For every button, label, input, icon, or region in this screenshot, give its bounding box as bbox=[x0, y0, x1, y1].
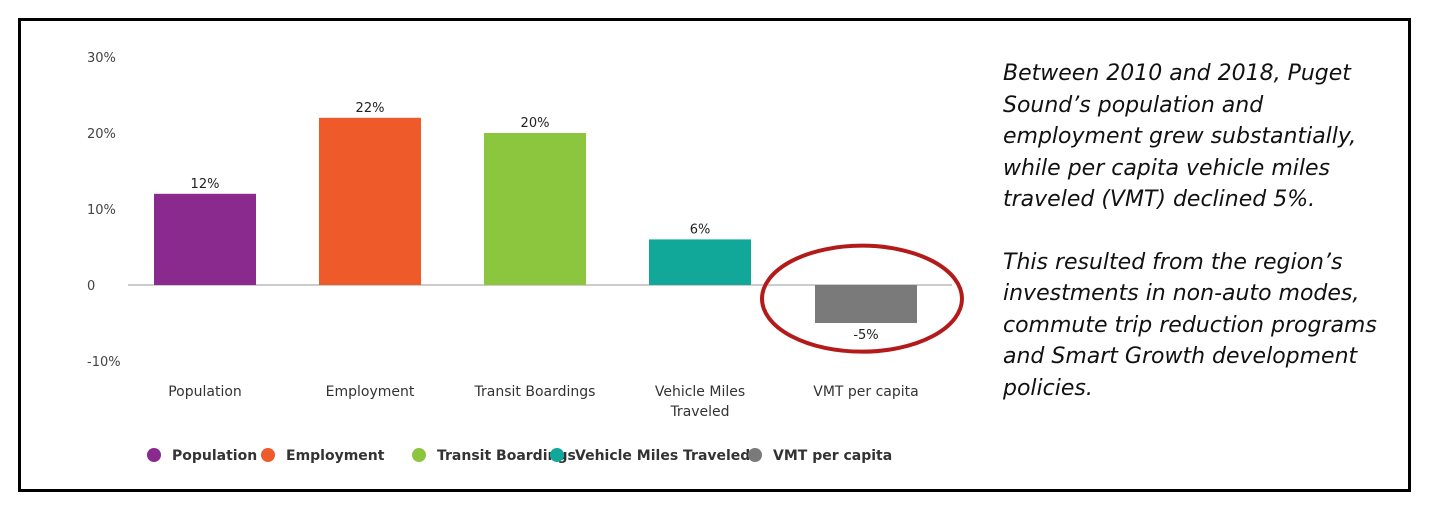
x-tick-label: Population bbox=[168, 384, 242, 400]
y-axis: -10% 0 10% 20% 30% bbox=[87, 51, 121, 370]
caption-paragraph-1: Between 2010 and 2018, Puget Sound’s pop… bbox=[1003, 61, 1357, 212]
legend-label: VMT per capita bbox=[773, 448, 892, 464]
y-tick-label: 20% bbox=[87, 127, 116, 142]
legend-marker bbox=[261, 448, 275, 462]
y-tick-label: 0 bbox=[87, 279, 95, 294]
legend-marker bbox=[412, 448, 426, 462]
bar bbox=[154, 193, 256, 285]
bar bbox=[815, 285, 917, 323]
legend-label: Population bbox=[172, 448, 257, 464]
legend-label: Employment bbox=[286, 448, 385, 464]
x-tick-label: Traveled bbox=[669, 404, 729, 420]
x-tick-label: Vehicle Miles bbox=[655, 384, 745, 400]
bar bbox=[319, 117, 421, 285]
legend-marker bbox=[550, 448, 564, 462]
y-tick-label: 10% bbox=[87, 203, 116, 218]
x-tick-label: VMT per capita bbox=[813, 384, 919, 400]
y-tick-label: 30% bbox=[87, 51, 116, 66]
highlight-ellipse bbox=[760, 243, 964, 354]
legend-label: Vehicle Miles Traveled bbox=[575, 448, 750, 464]
data-label: 12% bbox=[191, 177, 220, 192]
data-label: -5% bbox=[853, 328, 878, 343]
data-label: 22% bbox=[356, 101, 385, 116]
data-label: 20% bbox=[521, 116, 550, 131]
legend-label: Transit Boardings bbox=[437, 448, 576, 464]
bar-chart: -10% 0 10% 20% 30% 12% 22% 20% 6% -5% Population… bbox=[87, 51, 964, 464]
data-label: 6% bbox=[690, 222, 711, 237]
y-tick-label: -10% bbox=[87, 355, 121, 370]
data-labels: 12% 22% 20% 6% -5% bbox=[191, 101, 879, 343]
legend-marker bbox=[748, 448, 762, 462]
x-tick-label: Employment bbox=[326, 384, 415, 400]
bar bbox=[649, 239, 751, 285]
legend-marker bbox=[147, 448, 161, 462]
bars bbox=[154, 117, 917, 323]
caption: Between 2010 and 2018, Puget Sound’s pop… bbox=[1003, 58, 1398, 404]
caption-paragraph-2: This resulted from the region’s investme… bbox=[1003, 249, 1377, 401]
x-tick-label: Transit Boardings bbox=[474, 384, 596, 400]
legend: Population Employment Transit Boardings Veh… bbox=[147, 448, 892, 464]
bar bbox=[484, 133, 586, 285]
x-axis-labels: Population Employment Transit Boardings Veh… bbox=[168, 384, 919, 420]
